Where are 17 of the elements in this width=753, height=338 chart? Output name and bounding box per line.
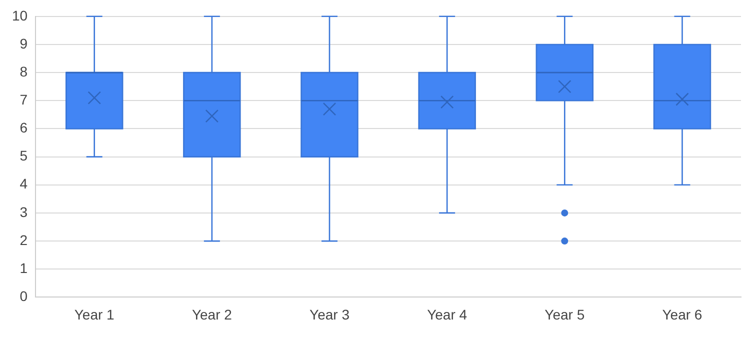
y-tick-label: 2 xyxy=(20,232,28,248)
y-tick-label: 6 xyxy=(20,120,28,136)
x-tick-label: Year 4 xyxy=(427,306,468,322)
x-tick-label: Year 1 xyxy=(74,306,115,322)
x-tick-label: Year 3 xyxy=(310,306,350,322)
y-tick-label: 8 xyxy=(20,63,28,80)
y-tick-label: 5 xyxy=(20,148,28,164)
x-tick-label: Year 6 xyxy=(662,306,702,322)
y-tick-label: 10 xyxy=(12,7,28,24)
y-tick-label: 4 xyxy=(20,176,28,192)
y-tick-label: 1 xyxy=(20,260,28,276)
x-tick-label: Year 5 xyxy=(544,306,585,322)
y-tick-label: 3 xyxy=(20,204,28,220)
y-tick-label: 9 xyxy=(20,35,28,52)
x-tick-label: Year 2 xyxy=(192,306,232,322)
y-tick-label: 7 xyxy=(20,92,28,108)
y-tick-label: 0 xyxy=(20,288,28,304)
